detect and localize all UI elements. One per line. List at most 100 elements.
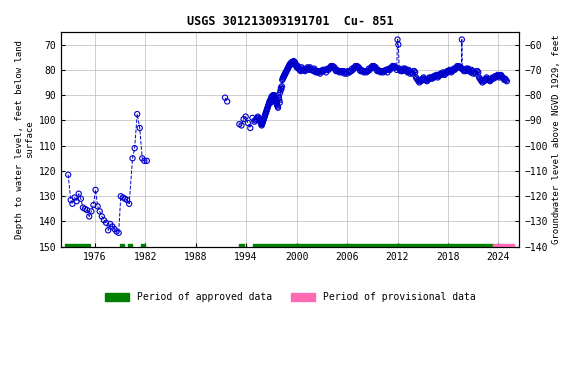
- Point: [363, 68, 373, 74]
- Point: [346, 68, 355, 74]
- Point: [457, 36, 467, 43]
- Point: [462, 66, 471, 72]
- Point: [253, 114, 263, 120]
- Point: [354, 64, 363, 70]
- Point: [344, 68, 353, 74]
- Point: [472, 68, 481, 74]
- Point: [393, 36, 402, 43]
- Point: [250, 119, 259, 125]
- Point: [469, 69, 479, 75]
- Point: [278, 76, 287, 82]
- Point: [422, 78, 431, 84]
- Point: [89, 202, 98, 208]
- Point: [497, 72, 506, 78]
- Point: [310, 66, 319, 72]
- Point: [256, 120, 266, 126]
- Point: [290, 60, 299, 66]
- Point: [272, 99, 281, 106]
- Point: [295, 67, 304, 73]
- Point: [382, 67, 391, 73]
- Point: [405, 68, 414, 74]
- Point: [281, 69, 290, 75]
- Point: [456, 64, 465, 70]
- Point: [353, 64, 362, 70]
- Point: [475, 74, 484, 81]
- Point: [286, 60, 295, 66]
- Point: [307, 67, 316, 73]
- Point: [276, 87, 285, 93]
- Point: [450, 67, 459, 73]
- Point: [68, 201, 77, 207]
- Point: [417, 77, 426, 83]
- Point: [458, 66, 467, 72]
- Point: [319, 68, 328, 74]
- Point: [413, 77, 422, 83]
- Y-axis label: Groundwater level above NGVD 1929, feet: Groundwater level above NGVD 1929, feet: [552, 35, 561, 244]
- Point: [300, 68, 309, 74]
- Point: [333, 68, 342, 74]
- Point: [334, 68, 343, 74]
- Point: [294, 66, 304, 72]
- Point: [411, 74, 420, 81]
- Point: [294, 64, 303, 70]
- Point: [486, 77, 495, 83]
- Point: [369, 64, 378, 70]
- Point: [451, 66, 460, 72]
- Point: [452, 64, 461, 70]
- Point: [497, 73, 506, 79]
- Point: [468, 68, 477, 74]
- Point: [427, 74, 436, 81]
- Point: [434, 73, 444, 79]
- Point: [264, 99, 274, 106]
- Point: [486, 78, 495, 84]
- Point: [461, 68, 470, 74]
- Point: [275, 99, 285, 106]
- Point: [425, 74, 434, 81]
- Point: [267, 93, 276, 99]
- Point: [251, 118, 260, 124]
- Point: [475, 76, 484, 82]
- Point: [369, 63, 378, 69]
- Point: [358, 68, 367, 74]
- Point: [269, 93, 278, 99]
- Point: [460, 67, 469, 73]
- Point: [378, 68, 387, 74]
- Point: [260, 114, 269, 120]
- Point: [222, 98, 232, 104]
- Point: [291, 60, 300, 66]
- Point: [465, 68, 475, 74]
- Point: [491, 74, 501, 81]
- Point: [275, 89, 285, 96]
- Point: [257, 121, 266, 127]
- Point: [258, 120, 267, 126]
- Point: [112, 228, 121, 235]
- Point: [448, 68, 457, 74]
- Point: [302, 66, 311, 72]
- Point: [437, 72, 446, 78]
- Point: [435, 72, 444, 78]
- Point: [332, 67, 342, 73]
- Point: [453, 63, 462, 69]
- Point: [328, 63, 338, 69]
- Point: [317, 68, 327, 74]
- Point: [313, 69, 322, 75]
- Point: [501, 76, 510, 82]
- Point: [367, 64, 376, 70]
- Point: [312, 68, 321, 74]
- Point: [408, 71, 417, 77]
- Point: [252, 116, 261, 122]
- Point: [268, 93, 277, 99]
- Point: [470, 69, 479, 75]
- Point: [490, 74, 499, 81]
- Point: [282, 68, 291, 74]
- Point: [325, 66, 334, 72]
- Point: [277, 83, 286, 89]
- Point: [395, 67, 404, 73]
- Point: [422, 77, 431, 83]
- Point: [378, 69, 388, 75]
- Point: [286, 60, 295, 66]
- Point: [291, 62, 300, 68]
- Point: [91, 187, 100, 193]
- Point: [449, 66, 458, 72]
- Point: [407, 69, 416, 75]
